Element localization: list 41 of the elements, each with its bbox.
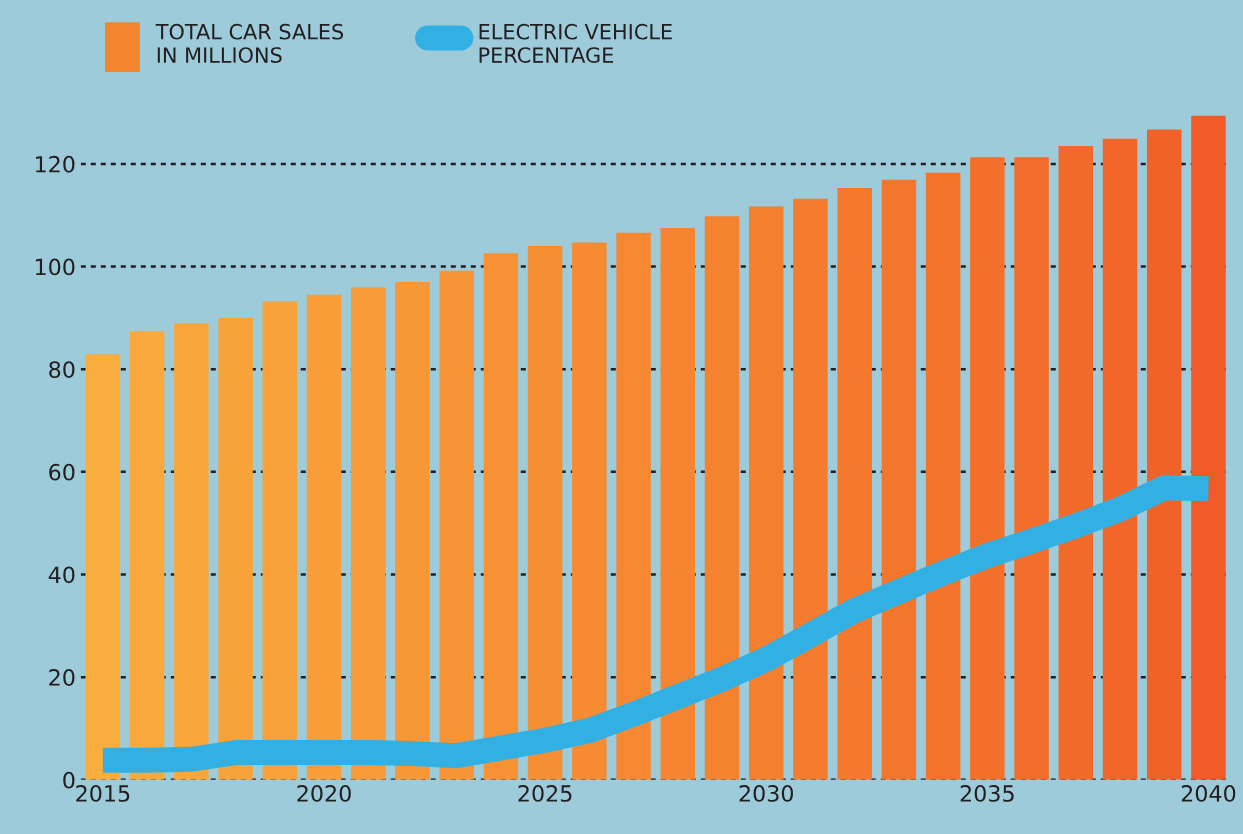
y-tick-label: 120 xyxy=(35,155,75,173)
y-tick-label: 100 xyxy=(35,258,75,276)
bar xyxy=(925,172,961,780)
x-tick-label: 2020 xyxy=(297,785,351,802)
bar xyxy=(793,198,828,780)
bar xyxy=(748,206,784,780)
bar xyxy=(616,232,651,780)
bar xyxy=(395,281,430,780)
bar xyxy=(439,270,474,780)
y-tick-label: 20 xyxy=(49,669,75,686)
x-tick-label: 2035 xyxy=(960,785,1014,802)
bar xyxy=(1058,145,1094,780)
y-tick-label: 60 xyxy=(49,463,75,481)
x-tick-label: 2015 xyxy=(76,785,130,802)
bar xyxy=(837,188,872,780)
y-tick-label: 0 xyxy=(63,771,75,789)
bar xyxy=(306,294,342,780)
bar xyxy=(262,301,298,780)
bar xyxy=(350,287,386,780)
bar xyxy=(881,179,917,780)
bar xyxy=(572,242,607,780)
x-tick-label: 2030 xyxy=(739,785,794,802)
bar xyxy=(483,253,519,780)
bar xyxy=(129,331,165,780)
y-tick-label: 40 xyxy=(48,566,75,584)
bar xyxy=(1102,138,1138,780)
bar xyxy=(85,354,121,780)
bar xyxy=(1146,129,1182,780)
bar xyxy=(660,228,696,780)
x-tick-label: 2025 xyxy=(518,785,572,802)
bar xyxy=(527,246,563,780)
bar xyxy=(1191,115,1226,780)
legend-label: ELECTRIC VEHICLE PERCENTAGE xyxy=(479,23,672,63)
bar xyxy=(970,157,1005,780)
bar xyxy=(1014,157,1049,780)
bar xyxy=(218,317,253,780)
bar xyxy=(174,323,209,780)
bar xyxy=(704,216,740,780)
x-tick-label: 2040 xyxy=(1181,785,1236,802)
legend-label: TOTAL CAR SALES IN MILLIONS xyxy=(155,23,344,63)
y-tick-label: 80 xyxy=(49,361,75,378)
